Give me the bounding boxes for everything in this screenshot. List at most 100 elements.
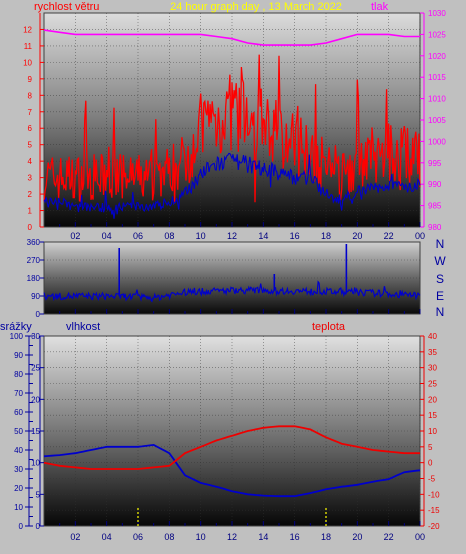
y-humidity-tick-label: 15 [31,427,40,436]
compass-e: E [436,289,444,303]
wind-direction-line [43,280,421,303]
y-humidity-tick-label: 20 [31,395,40,404]
y-temp-tick-label: 20 [428,395,437,404]
x-tick-label: 14 [258,231,268,241]
y-humidity-tick-label: 0 [36,522,41,531]
y-right-tick-label: 1015 [428,73,446,82]
y-left-tick-label: 11 [24,42,33,51]
x-tick-label: 12 [227,231,237,241]
x-tick-label: 14 [258,532,268,542]
y-right-tick-label: 1025 [428,30,446,39]
wind-speed-line [43,54,421,204]
compass-n-top: N [436,237,445,251]
x-tick-label: 00 [415,532,425,542]
y-rain-tick-label: 50 [14,427,23,436]
y-left-tick-label: 4 [28,157,33,166]
compass-w: W [434,254,446,268]
y-rain-tick-label: 90 [14,351,23,360]
y-temp-tick-label: 10 [428,427,437,436]
y-right-tick-label: 985 [428,202,442,211]
x-tick-label: 18 [321,532,331,542]
x-tick-label: 00 [415,231,425,241]
x-tick-label: 12 [227,532,237,542]
y-temp-tick-label: -5 [428,475,436,484]
x-tick-label: 08 [164,532,174,542]
humidity-line [43,443,421,498]
x-tick-label: 02 [70,231,80,241]
rain-temp-plot-area [43,335,421,527]
y-temp-tick-label: 40 [428,332,437,341]
y-left-tick-label: 2 [28,190,33,199]
y-temp-tick-label: 15 [428,411,437,420]
y-left-tick-label: 6 [28,124,33,133]
x-tick-label: 06 [133,231,143,241]
y-left-tick-label: 12 [23,25,32,34]
y-tick-label: 90 [31,292,40,301]
y-temp-tick-label: -15 [428,506,440,515]
y-right-tick-label: 980 [428,223,442,232]
x-tick-label: 04 [102,532,112,542]
y-tick-label: 0 [36,310,41,319]
wind-blue-line [43,152,421,219]
x-tick-label: 22 [384,231,394,241]
compass-n-bottom: N [436,305,445,319]
wind-direction-panel: 0 90 180 270 360 [27,238,421,319]
x-tick-label: 10 [196,532,206,542]
y-right-tick-label: 995 [428,159,442,168]
x-tick-label: 04 [102,231,112,241]
y-tick-label: 360 [27,238,41,247]
y-left-tick-label: 5 [28,141,33,150]
humidity-label: vlhkost [66,321,100,333]
y-rain-tick-label: 60 [14,408,23,417]
y-right-tick-label: 1030 [428,9,446,18]
y-rain-tick-label: 20 [14,484,23,493]
wind-pressure-panel: 0123456789101112980985990995100010051010… [23,9,446,241]
y-right-tick-label: 1005 [428,116,446,125]
y-tick-label: 270 [27,256,41,265]
y-rain-tick-label: 80 [14,370,23,379]
x-tick-label: 18 [321,231,331,241]
y-humidity-tick-label: 5 [36,490,41,499]
temperature-line [43,425,420,470]
pressure-label: tlak [371,1,389,13]
wind-speed-label: rychlost větru [34,1,99,13]
x-tick-label: 02 [70,532,80,542]
compass-s: S [436,272,444,286]
y-left-tick-label: 9 [28,75,33,84]
y-right-tick-label: 1020 [428,52,446,61]
x-tick-label: 08 [164,231,174,241]
temperature-label: teplota [312,321,346,333]
y-left-tick-label: 3 [28,174,33,183]
x-tick-label: 20 [352,532,362,542]
x-tick-label: 22 [384,532,394,542]
wind-series [43,29,421,219]
y-tick-label: 180 [27,274,41,283]
rain-label: srážky [0,321,32,333]
y-rain-tick-label: 70 [14,389,23,398]
x-tick-label: 16 [290,231,300,241]
y-rain-tick-label: 0 [19,522,24,531]
y-left-tick-label: 7 [28,108,33,117]
y-temp-tick-label: 0 [428,459,433,468]
rain-temp-series [43,425,421,526]
wind-axes: 0123456789101112980985990995100010051010… [23,9,446,241]
y-rain-tick-label: 40 [14,446,23,455]
compass: N W S E N [434,237,446,319]
y-temp-tick-label: 25 [428,380,437,389]
y-humidity-tick-label: 30 [31,332,40,341]
y-left-tick-label: 1 [28,207,33,216]
direction-axes: 0 90 180 270 360 [27,238,421,319]
y-rain-tick-label: 10 [14,503,23,512]
y-temp-tick-label: -20 [428,522,440,531]
direction-series [43,244,421,303]
y-right-tick-label: 990 [428,180,442,189]
rain-temp-axes: -20-15-10-505101520253035400102030405060… [10,332,440,542]
x-tick-label: 10 [196,231,206,241]
y-humidity-tick-label: 25 [31,364,40,373]
chart-title: 24 hour graph day , 13 March 2022 [170,1,342,13]
y-left-tick-label: 8 [28,91,33,100]
y-left-tick-label: 0 [28,223,33,232]
direction-plot-area [43,241,421,315]
y-temp-tick-label: -10 [428,490,440,499]
x-tick-label: 16 [290,532,300,542]
